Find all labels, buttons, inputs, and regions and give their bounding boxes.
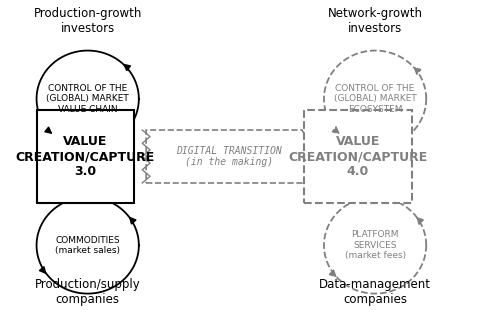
Text: VALUE
CREATION/CAPTURE
3.0: VALUE CREATION/CAPTURE 3.0: [16, 135, 155, 178]
Text: Production-growth
investors: Production-growth investors: [34, 7, 142, 35]
Bar: [304, 110, 412, 203]
Text: COMMODITIES
(market sales): COMMODITIES (market sales): [55, 236, 120, 255]
Text: DIGITAL TRANSITION
(in the making): DIGITAL TRANSITION (in the making): [176, 146, 282, 167]
Text: VALUE
CREATION/CAPTURE
4.0: VALUE CREATION/CAPTURE 4.0: [288, 135, 428, 178]
Text: CONTROL OF THE
(GLOBAL) MARKET
ECOSYSTEM: CONTROL OF THE (GLOBAL) MARKET ECOSYSTEM: [334, 84, 416, 114]
Text: Production/supply
companies: Production/supply companies: [35, 278, 140, 306]
Text: Data-management
companies: Data-management companies: [319, 278, 431, 306]
Text: Network-growth
investors: Network-growth investors: [328, 7, 422, 35]
Bar: [36, 110, 134, 203]
Text: CONTROL OF THE
(GLOBAL) MARKET
VALUE CHAIN: CONTROL OF THE (GLOBAL) MARKET VALUE CHA…: [46, 84, 129, 114]
Text: PLATFORM
SERVICES
(market fees): PLATFORM SERVICES (market fees): [344, 230, 406, 260]
